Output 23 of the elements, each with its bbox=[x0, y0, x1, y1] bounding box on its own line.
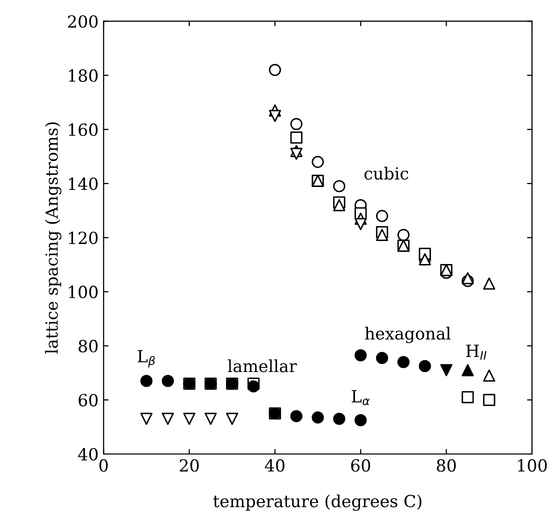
x-tick-label: 40 bbox=[264, 459, 284, 472]
x-tick-label: 60 bbox=[351, 459, 370, 472]
y-axis-title: lattice spacing (Angstroms) bbox=[45, 122, 62, 354]
y-tick-label: 100 bbox=[68, 286, 98, 298]
y-tick-label: 160 bbox=[68, 123, 98, 136]
y-tick-label: 200 bbox=[68, 15, 98, 28]
y-tick-label: 120 bbox=[68, 232, 98, 244]
x-tick-label: 100 bbox=[518, 459, 547, 472]
x-tick-label: 80 bbox=[436, 459, 456, 472]
x-axis-title: temperature (degrees C) bbox=[213, 494, 422, 511]
annotation: cubic bbox=[364, 166, 408, 180]
y-tick-label: 80 bbox=[78, 340, 98, 352]
x-tick-label: 20 bbox=[180, 459, 199, 472]
y-tick-label: 60 bbox=[78, 394, 98, 406]
annotation: H$_{II}$ bbox=[466, 344, 486, 360]
y-tick-label: 140 bbox=[68, 177, 98, 190]
y-tick-label: 180 bbox=[68, 69, 98, 82]
annotation: lamellar bbox=[228, 359, 297, 372]
annotation: L$_{β}$ bbox=[138, 350, 155, 368]
annotation: hexagonal bbox=[365, 326, 451, 344]
annotation: L$_{α}$ bbox=[352, 390, 370, 406]
x-tick-label: 0 bbox=[99, 459, 108, 472]
y-tick-label: 40 bbox=[78, 448, 98, 461]
